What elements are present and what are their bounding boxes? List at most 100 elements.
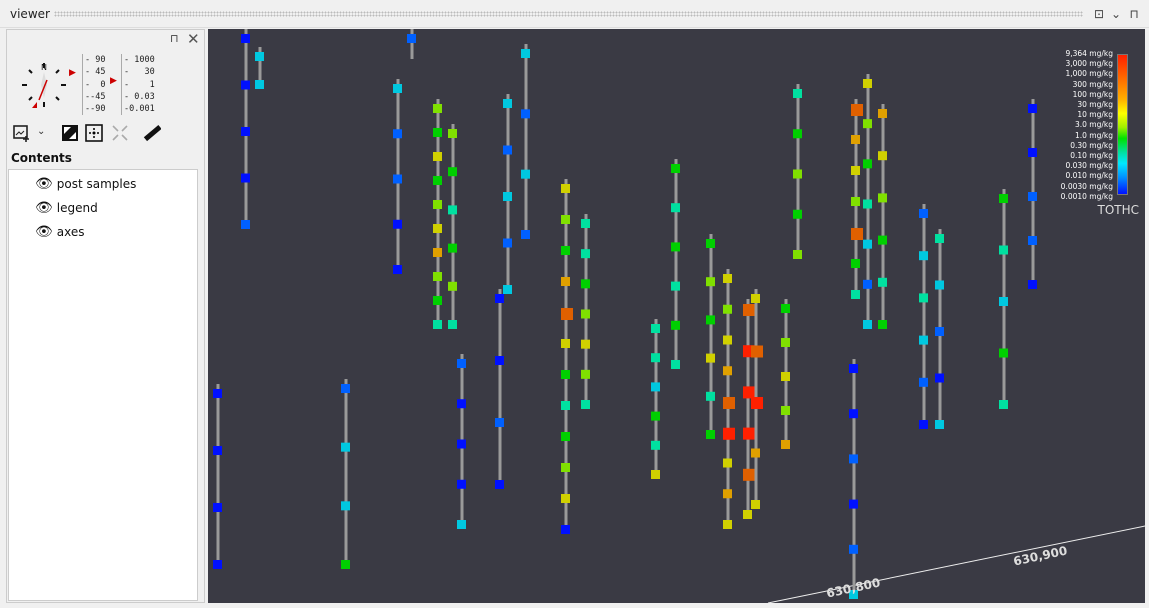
drillhole-scene (213, 29, 1145, 603)
center-view-button[interactable] (85, 124, 103, 142)
chevron-down-icon[interactable]: ⌄ (37, 126, 46, 137)
sample-marker (561, 494, 570, 503)
sample-marker (919, 209, 928, 218)
legend-label: 300 mg/kg (1072, 79, 1113, 89)
eye-icon[interactable]: 👁 (35, 200, 53, 216)
sample-marker (999, 297, 1008, 306)
sample-marker (919, 293, 928, 303)
sample-marker (999, 348, 1008, 358)
view-extent-button[interactable] (61, 124, 79, 142)
exaggeration-marker-icon[interactable]: ▶ (110, 76, 117, 86)
sample-marker (935, 373, 944, 383)
sample-marker (457, 439, 466, 449)
eye-icon[interactable]: 👁 (35, 176, 53, 192)
sample-marker (213, 560, 222, 569)
layer-axes[interactable]: 👁 axes (35, 224, 85, 240)
sample-marker (503, 192, 512, 201)
sample-marker (407, 34, 416, 43)
sample-marker (743, 386, 755, 399)
sample-marker (651, 353, 660, 363)
chevron-down-icon[interactable]: ⌄ (1110, 7, 1122, 21)
sample-marker (561, 463, 570, 472)
dip-marker-icon[interactable]: ▶ (69, 68, 76, 78)
add-image-button[interactable] (13, 124, 31, 142)
legend-label: 1.0 mg/kg (1074, 130, 1113, 140)
legend-label: 0.010 mg/kg (1065, 171, 1113, 181)
sample-marker (241, 127, 250, 136)
sample-marker (878, 193, 887, 203)
color-legend: TOTHC 9,364 mg/kg 3,000 mg/kg 1,000 mg/kg 3… (1025, 49, 1145, 219)
float-icon[interactable]: ⊡ (1093, 7, 1105, 21)
sample-marker (393, 129, 402, 139)
compass-icon[interactable]: N (19, 60, 69, 110)
layer-post-samples[interactable]: 👁 post samples (35, 176, 137, 192)
sample-marker (671, 360, 680, 369)
legend-label: 0.30 mg/kg (1070, 140, 1113, 150)
sample-marker (935, 420, 944, 429)
sample-marker (393, 265, 402, 274)
sample-marker (706, 391, 715, 401)
sample-marker (433, 296, 442, 305)
layer-legend[interactable]: 👁 legend (35, 200, 98, 216)
exaggeration-scale[interactable]: - 1000- 30- 1- 0.03 -0.001 (121, 54, 155, 116)
sample-marker (561, 246, 570, 255)
sample-marker (561, 277, 570, 286)
sample-marker (503, 145, 512, 155)
close-icon[interactable]: ✕ (187, 30, 200, 48)
ruler-icon[interactable] (143, 124, 161, 142)
sample-marker (393, 219, 402, 229)
sample-marker (723, 366, 732, 376)
sample-marker (706, 353, 715, 363)
sample-marker (863, 199, 872, 209)
sample-marker (849, 499, 858, 509)
sample-marker (651, 440, 660, 450)
sample-marker (851, 290, 860, 299)
sample-marker (255, 52, 264, 61)
sample-marker (849, 364, 858, 373)
pin-icon[interactable]: ⊓ (1129, 7, 1139, 21)
legend-label: 0.0030 mg/kg (1060, 181, 1113, 191)
sample-marker (851, 104, 863, 116)
sample-marker (581, 369, 590, 379)
sample-marker (793, 209, 802, 219)
sample-marker (495, 356, 504, 365)
contents-tree[interactable]: 👁 post samples 👁 legend 👁 axes (8, 169, 198, 601)
sample-marker (863, 79, 872, 88)
drag-handle[interactable] (54, 11, 1083, 17)
sample-marker (851, 166, 860, 175)
sample-marker (341, 501, 350, 511)
eye-icon[interactable]: 👁 (35, 224, 53, 240)
sample-marker (561, 525, 570, 534)
3d-viewport[interactable]: 630,800 630,900 TOTHC 9,364 mg/kg 3,000 m… (208, 29, 1145, 603)
sample-marker (651, 411, 660, 421)
sample-marker (723, 274, 732, 283)
sample-marker (878, 235, 887, 245)
sample-marker (561, 401, 570, 410)
sample-marker (393, 84, 402, 93)
sample-marker (241, 220, 250, 229)
sample-marker (671, 203, 680, 213)
sample-marker (1028, 236, 1037, 245)
sample-marker (706, 315, 715, 325)
sample-marker (521, 169, 530, 179)
sample-marker (723, 335, 732, 345)
sample-marker (495, 480, 504, 489)
sample-marker (433, 104, 442, 113)
sample-marker (433, 176, 442, 185)
sample-marker (919, 377, 928, 387)
dip-scale[interactable]: - 90- 45- 0 --45 --90 (82, 54, 106, 116)
sample-marker (651, 470, 660, 479)
sample-marker (671, 242, 680, 252)
sample-marker (651, 382, 660, 392)
sample-marker (919, 335, 928, 345)
sample-marker (851, 228, 863, 240)
sample-marker (781, 338, 790, 347)
pin-icon[interactable]: ⊓ (170, 32, 179, 45)
sample-marker (561, 339, 570, 348)
sample-marker (723, 397, 735, 409)
sample-marker (433, 152, 442, 161)
sample-marker (851, 197, 860, 206)
sample-marker (581, 339, 590, 349)
legend-label: 3,000 mg/kg (1065, 59, 1113, 69)
sample-marker (448, 320, 457, 329)
